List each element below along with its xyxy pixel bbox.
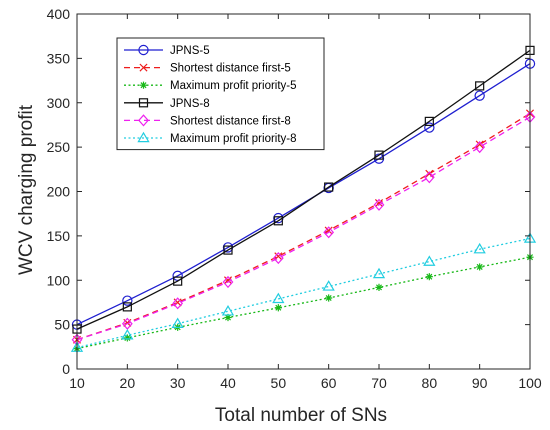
legend-label: Maximum profit priority-8 — [170, 133, 297, 145]
axes: 10 20 30 40 50 60 70 80 90 100 0 50 100 150 200 250 300 3… — [47, 6, 542, 391]
series-line-jpns-5 — [76, 63, 531, 326]
y-tick-label: 200 — [47, 184, 71, 200]
x-tick-label: 10 — [69, 375, 85, 391]
data-point-shortest-distance-first-8 — [121, 317, 133, 330]
legend-entry-jpns-5: JPNS-5 — [124, 44, 210, 57]
x-axis-label: Total number of SNs — [215, 405, 387, 426]
data-point-maximum-profit-priority-5 — [325, 294, 333, 302]
legend-label: Shortest distance first-5 — [170, 63, 291, 75]
data-point-maximum-profit-priority-8 — [171, 317, 184, 328]
data-point-jpns-8 — [374, 150, 384, 160]
legend: JPNS-5 Shortest distance first-5 Maximum p… — [116, 37, 325, 151]
data-point-maximum-profit-priority-8 — [423, 255, 436, 266]
legend-entry-shortest-distance-first-5: Shortest distance first-5 — [124, 63, 291, 75]
data-point-shortest-distance-first-5 — [475, 140, 484, 149]
data-point-jpns-5 — [424, 122, 435, 133]
series-line-shortest-distance-first-5 — [76, 112, 531, 341]
series-maximum-profit-priority-8 — [70, 232, 537, 352]
data-point-shortest-distance-first-8 — [323, 226, 335, 239]
y-tick-label: 400 — [47, 6, 71, 22]
data-point-maximum-profit-priority-5 — [375, 283, 383, 291]
y-tick-label: 50 — [54, 317, 70, 333]
series-line-shortest-distance-first-8 — [76, 116, 531, 341]
data-point-jpns-8 — [424, 116, 434, 126]
data-point-maximum-profit-priority-5 — [274, 304, 282, 312]
x-tick-label: 70 — [371, 375, 387, 391]
legend-marker — [139, 63, 148, 72]
x-tick-label: 20 — [120, 375, 136, 391]
y-tick-label: 150 — [47, 228, 71, 244]
data-point-maximum-profit-priority-8 — [221, 305, 235, 316]
legend-label: JPNS-8 — [170, 98, 210, 110]
data-point-maximum-profit-priority-5 — [123, 334, 131, 342]
data-point-shortest-distance-first-8 — [172, 297, 184, 310]
y-tick-label: 250 — [47, 139, 71, 155]
legend-entry-maximum-profit-priority-5: Maximum profit priority-5 — [124, 80, 297, 92]
data-point-maximum-profit-priority-8 — [272, 292, 285, 304]
legend-marker — [138, 114, 149, 127]
data-point-maximum-profit-priority-5 — [425, 273, 433, 281]
data-point-maximum-profit-priority-8 — [322, 280, 335, 291]
series-line-maximum-profit-priority-5 — [76, 256, 531, 350]
data-point-maximum-profit-priority-8 — [372, 267, 386, 279]
legend-label: JPNS-5 — [170, 45, 210, 57]
data-point-maximum-profit-priority-8 — [473, 242, 486, 254]
y-tick-label: 300 — [47, 95, 71, 111]
data-point-jpns-5 — [122, 295, 133, 306]
data-point-jpns-5 — [474, 90, 485, 101]
legend-label: Maximum profit priority-5 — [170, 80, 297, 92]
data-point-maximum-profit-priority-5 — [224, 313, 232, 322]
y-tick-label: 100 — [47, 272, 71, 288]
data-point-jpns-8 — [273, 216, 283, 226]
x-tick-label: 40 — [220, 375, 236, 391]
data-point-shortest-distance-first-8 — [272, 251, 284, 265]
data-point-shortest-distance-first-5 — [374, 199, 384, 208]
data-point-shortest-distance-first-8 — [474, 141, 486, 154]
legend-label: Shortest distance first-8 — [170, 115, 291, 127]
x-tick-label: 90 — [472, 375, 488, 391]
series-maximum-profit-priority-5 — [73, 253, 534, 353]
y-axis-label: WCV charging profit — [16, 104, 37, 275]
series-shortest-distance-first-8 — [71, 110, 536, 346]
data-point-jpns-8 — [122, 302, 132, 312]
data-point-shortest-distance-first-8 — [222, 275, 234, 289]
series-line-maximum-profit-priority-8 — [76, 237, 531, 349]
legend-entry-jpns-8: JPNS-8 — [124, 98, 210, 110]
x-tick-label: 60 — [321, 375, 337, 391]
data-point-jpns-8 — [475, 81, 485, 91]
data-point-shortest-distance-first-8 — [373, 198, 385, 211]
y-tick-label: 0 — [62, 361, 70, 377]
legend-marker — [139, 81, 148, 89]
data-point-shortest-distance-first-8 — [423, 171, 435, 184]
legend-marker — [137, 131, 150, 143]
series-line-jpns-8 — [76, 49, 531, 330]
data-point-jpns-8 — [324, 182, 334, 192]
x-tick-label: 30 — [170, 375, 186, 391]
series-shortest-distance-first-5 — [72, 109, 535, 344]
data-point-jpns-8 — [173, 276, 183, 286]
x-tick-label: 100 — [518, 375, 542, 391]
legend-entry-maximum-profit-priority-8: Maximum profit priority-8 — [124, 131, 297, 145]
legend-entry-shortest-distance-first-8: Shortest distance first-8 — [124, 114, 291, 127]
data-point-maximum-profit-priority-8 — [121, 328, 134, 340]
x-tick-label: 50 — [271, 375, 287, 391]
data-point-maximum-profit-priority-5 — [476, 263, 484, 271]
x-tick-label: 80 — [422, 375, 438, 391]
legend-marker — [138, 98, 149, 108]
data-point-jpns-8 — [223, 245, 233, 255]
y-tick-label: 350 — [47, 50, 71, 66]
data-point-shortest-distance-first-5 — [223, 276, 233, 285]
legend-box — [116, 37, 325, 151]
legend-marker — [138, 44, 149, 56]
